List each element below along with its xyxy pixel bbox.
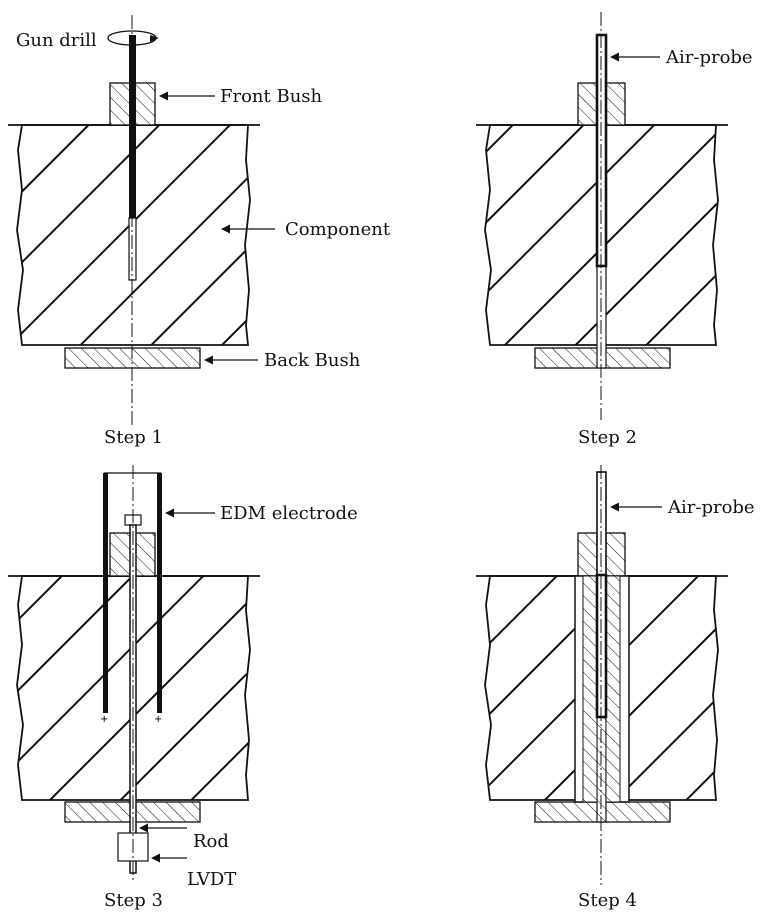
air-probe-label: Air-probe	[665, 47, 753, 68]
edm-electrode-label: EDM electrode	[220, 503, 358, 524]
rod-label: Rod	[193, 831, 229, 852]
svg-text:+: +	[154, 714, 162, 725]
step2-caption: Step 2	[578, 427, 637, 448]
lvdt-label: LVDT	[187, 869, 236, 890]
step4-caption: Step 4	[578, 890, 637, 911]
gun-drill-label: Gun drill	[16, 30, 97, 51]
rotation-arrow-icon	[107, 30, 159, 46]
svg-text:+: +	[100, 714, 108, 725]
step3-panel: + + EDM electrode Rod LVDT Step 3	[8, 465, 358, 911]
bore-hatch-left	[582, 575, 598, 803]
front-bush-label: Front Bush	[220, 86, 323, 107]
step1-panel: Gun drill Front Bush Component Back Bush…	[8, 15, 391, 448]
step1-caption: Step 1	[104, 427, 163, 448]
component-label: Component	[285, 219, 391, 240]
step4-panel: Air-probe Step 4	[476, 465, 755, 911]
bore-hatch-right	[605, 575, 621, 803]
step3-caption: Step 3	[104, 890, 163, 911]
back-bush-label: Back Bush	[264, 350, 361, 371]
step2-panel: Air-probe Step 2	[476, 12, 753, 448]
air-probe-label: Air-probe	[667, 497, 755, 518]
